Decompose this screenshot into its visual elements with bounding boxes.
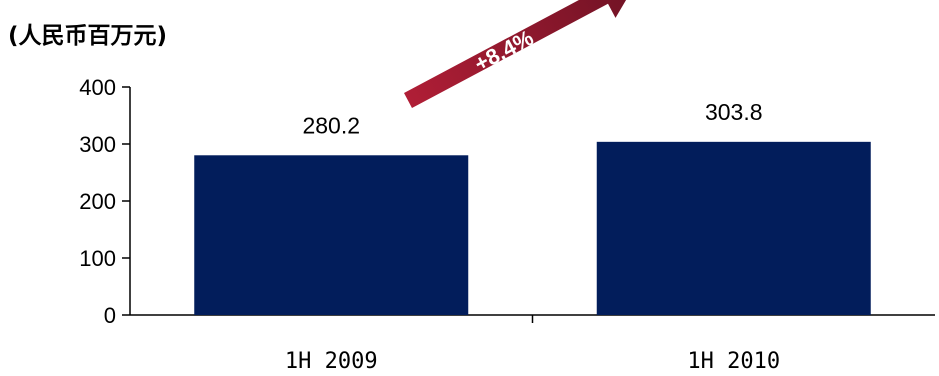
category-label-2: 1H 2010 bbox=[687, 349, 780, 374]
data-label-2: 303.8 bbox=[705, 99, 763, 125]
bars bbox=[194, 141, 871, 315]
growth-arrow-shape bbox=[404, 0, 640, 109]
unit-label: (人民币百万元) bbox=[8, 23, 167, 49]
bar-2 bbox=[596, 141, 871, 315]
y-tick-label: 200 bbox=[79, 189, 116, 214]
x-axis bbox=[130, 314, 935, 323]
category-labels: 1H 2009 1H 2010 bbox=[285, 349, 780, 374]
y-tick-label: 400 bbox=[79, 75, 116, 100]
growth-label: +8.4% bbox=[470, 25, 537, 77]
y-tick-label: 0 bbox=[104, 303, 116, 328]
y-axis: 0 100 200 300 400 bbox=[79, 75, 131, 328]
bar-1 bbox=[194, 155, 469, 315]
y-tick-label: 100 bbox=[79, 246, 116, 271]
growth-arrow: +8.4% bbox=[404, 0, 640, 109]
y-tick-label: 300 bbox=[79, 132, 116, 157]
data-labels: 280.2 303.8 bbox=[302, 99, 762, 138]
data-label-1: 280.2 bbox=[302, 112, 360, 138]
category-label-1: 1H 2009 bbox=[285, 349, 378, 374]
